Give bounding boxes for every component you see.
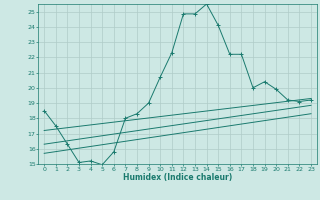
- X-axis label: Humidex (Indice chaleur): Humidex (Indice chaleur): [123, 173, 232, 182]
